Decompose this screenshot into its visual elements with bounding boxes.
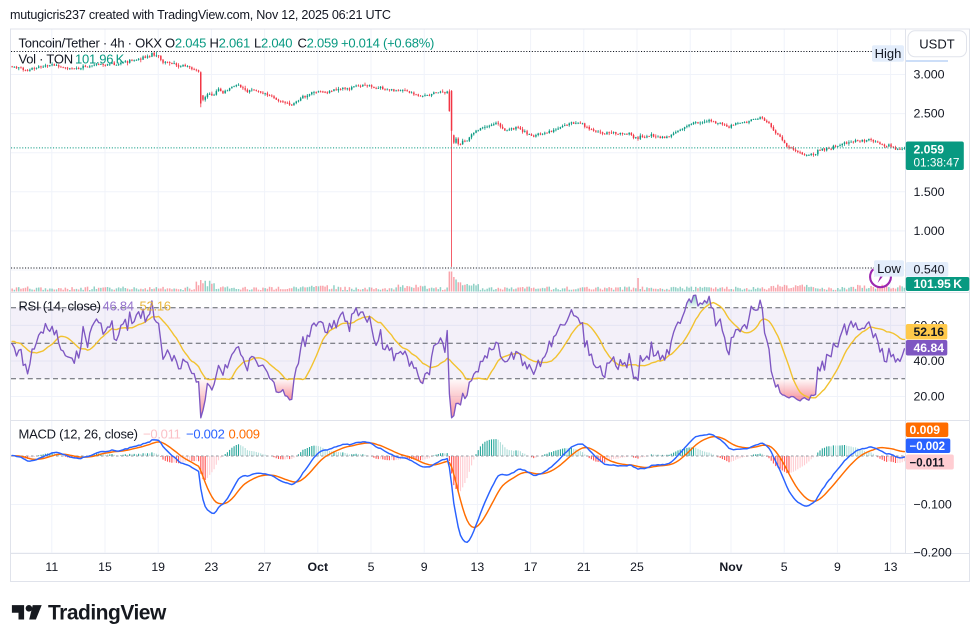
svg-text:MACD (12, 26, close)−0.011−0.0: MACD (12, 26, close) −0.011 −0.002 0.009 (19, 427, 260, 442)
svg-text:−0.011: −0.011 (910, 458, 945, 470)
svg-text:15: 15 (98, 560, 112, 574)
svg-text:21: 21 (577, 560, 591, 574)
svg-text:20.00: 20.00 (914, 389, 945, 403)
svg-text:101.95 K: 101.95 K (914, 277, 963, 291)
svg-text:0.540: 0.540 (914, 263, 945, 277)
svg-text:11: 11 (45, 560, 58, 574)
svg-text:3.000: 3.000 (914, 68, 945, 82)
svg-text:mutugicris237 created with Tra: mutugicris237 created with TradingView.c… (10, 8, 391, 22)
svg-text:40.00: 40.00 (914, 354, 945, 368)
svg-text:46.84: 46.84 (914, 341, 945, 355)
svg-text:9: 9 (421, 560, 428, 574)
svg-text:Oct: Oct (308, 560, 329, 574)
svg-text:−0.200: −0.200 (914, 546, 952, 560)
svg-text:−0.002: −0.002 (910, 441, 946, 453)
svg-text:Nov: Nov (719, 560, 742, 574)
svg-text:1.500: 1.500 (914, 185, 945, 199)
svg-text:9: 9 (834, 560, 841, 574)
svg-text:5: 5 (368, 560, 375, 574)
svg-text:TradingView: TradingView (48, 602, 167, 625)
svg-text:5: 5 (781, 560, 788, 574)
svg-text:01:38:47: 01:38:47 (914, 156, 960, 170)
svg-text:0.009: 0.009 (910, 423, 941, 437)
svg-text:1.000: 1.000 (914, 224, 945, 238)
svg-text:USDT: USDT (919, 37, 954, 52)
svg-text:High: High (875, 46, 902, 61)
svg-text:−0.100: −0.100 (914, 498, 952, 512)
svg-text:13: 13 (471, 560, 485, 574)
svg-text:17: 17 (524, 560, 538, 574)
svg-text:25: 25 (630, 560, 644, 574)
svg-text:Low: Low (877, 261, 901, 276)
svg-text:27: 27 (258, 560, 272, 574)
svg-text:52.16: 52.16 (914, 325, 945, 339)
svg-text:19: 19 (151, 560, 165, 574)
svg-text:2.059: 2.059 (914, 143, 945, 157)
svg-text:2.500: 2.500 (914, 107, 945, 121)
svg-text:23: 23 (205, 560, 219, 574)
svg-text:13: 13 (884, 560, 898, 574)
